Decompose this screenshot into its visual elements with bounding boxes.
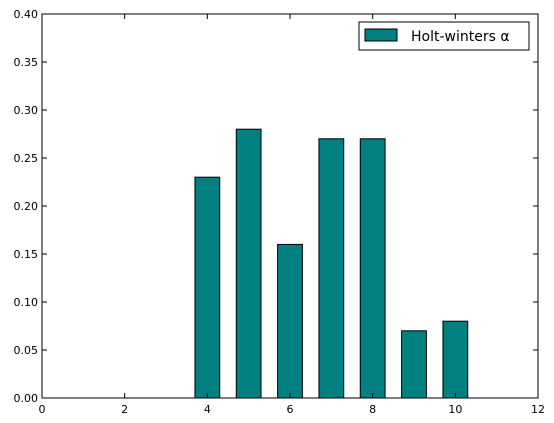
y-tick-label: 0.35 (14, 56, 39, 69)
y-tick-label: 0.20 (14, 200, 39, 213)
bar-8 (359, 138, 386, 399)
y-tick-label: 0.15 (14, 248, 39, 261)
x-tick-label: 12 (531, 403, 545, 416)
legend: Holt-winters α (358, 21, 530, 51)
legend-swatch (364, 28, 398, 42)
bar-10 (442, 320, 469, 399)
y-tick-label: 0.05 (14, 344, 39, 357)
ticks-group: 0 2 4 6 8 10 12 0.00 0.05 0.10 0.15 0.20 0.25 0.30 0.3… (14, 8, 546, 416)
y-tick-label: 0.00 (14, 392, 39, 405)
plot-frame (41, 13, 539, 399)
bar-4 (194, 176, 221, 399)
bar-7 (318, 138, 345, 399)
x-tick-label: 10 (448, 403, 462, 416)
y-tick-label: 0.10 (14, 296, 39, 309)
x-tick-label: 0 (39, 403, 46, 416)
x-tick-label: 8 (369, 403, 376, 416)
x-tick-label: 4 (204, 403, 211, 416)
y-tick-label: 0.40 (14, 8, 39, 21)
bars-group (194, 128, 469, 399)
x-tick-label: 2 (121, 403, 128, 416)
y-tick-label: 0.25 (14, 152, 39, 165)
bar-9 (401, 330, 427, 399)
legend-label: Holt-winters α (411, 29, 510, 45)
bar-6 (277, 243, 303, 399)
y-tick-label: 0.30 (14, 104, 39, 117)
bar-5 (235, 128, 262, 399)
x-tick-label: 6 (287, 403, 294, 416)
